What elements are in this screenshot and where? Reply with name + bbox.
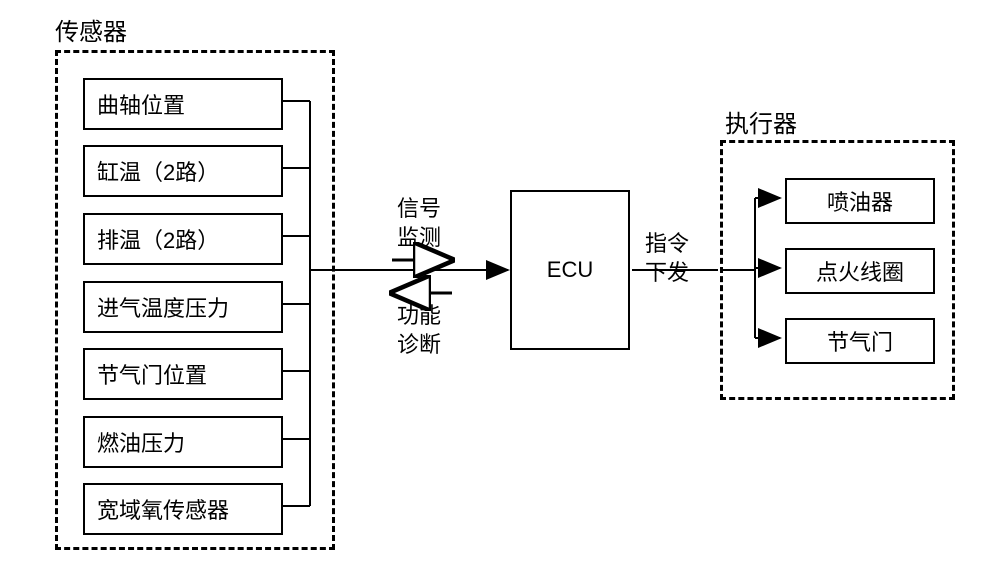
label-function-diagnosis: 功能 诊断	[397, 302, 441, 359]
sensor-crankshaft-position: 曲轴位置	[83, 78, 283, 130]
label-command-send: 指令 下发	[645, 230, 689, 287]
sensor-group: 曲轴位置 缸温（2路） 排温（2路） 进气温度压力 节气门位置 燃油压力 宽域氧…	[55, 50, 335, 550]
actuator-group: 喷油器 点火线圈 节气门	[720, 140, 955, 400]
label-signal-monitor: 信号 监测	[397, 195, 441, 252]
sensor-fuel-pressure: 燃油压力	[83, 416, 283, 468]
sensor-wideband-o2: 宽域氧传感器	[83, 483, 283, 535]
actuator-injector: 喷油器	[785, 178, 935, 224]
sensor-group-label: 传感器	[55, 12, 127, 47]
actuator-group-label: 执行器	[725, 104, 797, 139]
sensor-exhaust-temp: 排温（2路）	[83, 213, 283, 265]
sensor-cylinder-temp: 缸温（2路）	[83, 145, 283, 197]
actuator-ignition-coil: 点火线圈	[785, 248, 935, 294]
sensor-intake-temp-pressure: 进气温度压力	[83, 281, 283, 333]
ecu-block: ECU	[510, 190, 630, 350]
actuator-throttle: 节气门	[785, 318, 935, 364]
sensor-throttle-position: 节气门位置	[83, 348, 283, 400]
